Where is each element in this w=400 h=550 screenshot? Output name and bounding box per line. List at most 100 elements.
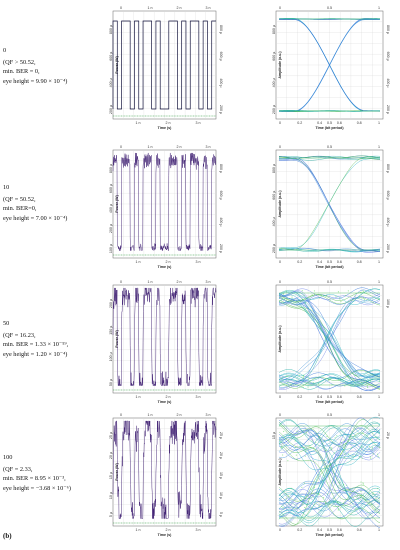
y-tick-label: 400 µ [272, 78, 276, 87]
eye-noise-dot [354, 296, 356, 298]
eye-trace [278, 418, 381, 445]
x-tick-label: 3 n [196, 260, 201, 264]
y-tick-label: 100 µ [386, 299, 390, 308]
x-tick-label: 3 n [206, 145, 211, 149]
eye-noise-dot [364, 499, 366, 501]
eye-noise-dot [344, 442, 347, 445]
eye-noise-dot [302, 386, 304, 389]
eye-trace [278, 428, 381, 451]
y-tick-label: 200 µ [109, 299, 113, 308]
y-tick-label: 600 µ [219, 52, 223, 61]
y-tick-label: 400 µ [219, 78, 223, 87]
y-tick-label: 10 µ [109, 492, 113, 499]
row-0: 0 (QF > 50.52, min. BER = 0, eye height … [0, 0, 400, 130]
eye-noise-dot [368, 502, 370, 504]
eye-noise-dot [354, 374, 356, 376]
x-tick-label: 0.4 [317, 260, 322, 264]
y-tick-label: 100 µ [109, 244, 113, 253]
eye-noise-dot [302, 377, 304, 380]
eye-noise-dot [378, 298, 380, 300]
eye-noise-dot [296, 458, 298, 460]
eye-noise-dot [360, 490, 362, 492]
eye-noise-dot [304, 506, 306, 509]
eye-noise-dot [374, 508, 377, 510]
distance-label: 100 [3, 454, 13, 461]
eye-trace [278, 424, 381, 448]
waveform-trace [112, 420, 217, 519]
eye-noise-dot [339, 481, 341, 484]
eye-noise-dot [344, 457, 346, 459]
eye-trace [278, 248, 381, 253]
y-tick-label: 200 µ [272, 244, 276, 253]
x-tick-label: 1 n [136, 528, 141, 532]
eye-noise-dot [328, 500, 330, 502]
y-tick-label: 200 µ [109, 105, 113, 114]
x-tick-label: 0.4 [317, 121, 322, 125]
y-tick-label: 600 µ [272, 52, 276, 61]
eye-noise-dot [307, 386, 309, 388]
eye-trace [278, 488, 381, 527]
eye-noise-dot [282, 298, 284, 300]
eye-trace [278, 487, 381, 510]
eye-height-text: eye height = 9.90 × 10⁻⁴) [3, 77, 68, 85]
eye-noise-dot [351, 446, 353, 449]
eye-noise-dot [372, 453, 374, 455]
eye-noise-dot [318, 505, 320, 507]
eye-noise-dot [287, 439, 290, 441]
x-tick-label: 0.8 [357, 395, 362, 399]
eye-noise-dot [371, 448, 373, 450]
eye-noise-dot [324, 502, 327, 505]
y-tick-label: 600 µ [386, 191, 390, 200]
y-tick-label: 800 µ [272, 164, 276, 173]
eye-noise-dot [354, 435, 356, 437]
y-tick-label: 800 µ [109, 164, 113, 173]
y-tick-label: 400 µ [109, 204, 113, 213]
eye-noise-dot [282, 293, 285, 295]
eye-noise-dot [379, 446, 381, 449]
ber-text: min. BER=0, [3, 205, 37, 213]
eye-noise-dot [360, 456, 362, 458]
eye-noise-dot [290, 487, 292, 489]
x-tick-label: 3 n [196, 395, 201, 399]
x-axis-label: Time (s) [158, 126, 173, 130]
eye-noise-dot [285, 497, 287, 499]
eye-noise-dot [347, 290, 349, 292]
eye-trace [278, 435, 381, 457]
y-tick-label: 150 µ [109, 326, 113, 335]
x-tick-label: 2 n [166, 121, 171, 125]
x-tick-label: 1 [378, 6, 380, 10]
y-axis-label: Amplitude (a.u.) [278, 190, 282, 218]
y-axis-label: Amplitude (a.u.) [278, 458, 282, 486]
y-tick-label: 400 µ [272, 217, 276, 226]
y-tick-label: 600 µ [219, 191, 223, 200]
eye-noise-dot [376, 453, 379, 455]
eye-noise-dot [297, 300, 299, 302]
row-label: 50 (QF = 16.23, min. BER = 1.33 × 10⁻⁵⁹,… [3, 319, 115, 359]
x-tick-label: 3 n [196, 528, 201, 532]
eye-noise-dot [294, 440, 296, 442]
eye-trace [278, 430, 381, 517]
x-axis-label: Time (bit period) [315, 400, 344, 404]
x-tick-label: 0.2 [297, 121, 302, 125]
eye-noise-dot [312, 496, 314, 498]
y-tick-label: 200 µ [219, 105, 223, 114]
eye-noise-dot [363, 291, 365, 293]
waveform-trace [112, 152, 217, 252]
eye-trace [278, 501, 381, 520]
x-tick-label: 0 [279, 260, 281, 264]
x-tick-label: 2 n [166, 395, 171, 399]
eye-noise-dot [285, 291, 287, 293]
eye-trace [278, 451, 381, 527]
eye-noise-dot [342, 503, 345, 505]
y-tick-label: 20 µ [109, 452, 113, 459]
eye-noise-dot [331, 384, 333, 386]
eye-trace [278, 290, 381, 384]
y-axis-label: Amplitude (a.u.) [278, 51, 282, 79]
eye-noise-dot [355, 508, 357, 510]
x-tick-label: 0.5 [327, 528, 332, 532]
x-tick-label: 0.5 [327, 413, 332, 417]
x-tick-label: 1 n [136, 260, 141, 264]
eye-noise-dot [309, 299, 311, 301]
eye-noise-cluster [281, 290, 381, 389]
eye-noise-dot [335, 296, 337, 298]
